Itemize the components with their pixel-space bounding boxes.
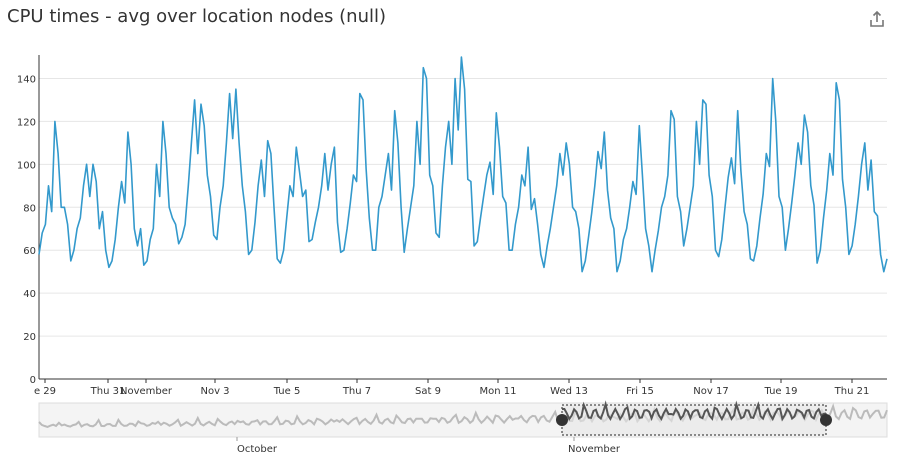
grid-lines xyxy=(39,77,887,337)
series-line xyxy=(38,56,888,273)
x-tick-label: November xyxy=(120,386,173,397)
y-tick-label: 80 xyxy=(23,203,36,214)
y-tick-label: 120 xyxy=(17,117,36,128)
x-tick-label: Fri 15 xyxy=(626,386,654,397)
share-icon[interactable] xyxy=(868,10,886,28)
x-tick-label: Wed 13 xyxy=(550,386,588,397)
x-tick-label: e 29 xyxy=(34,386,56,397)
y-tick-label: 60 xyxy=(23,246,36,257)
chart-title: CPU times - avg over location nodes (nul… xyxy=(7,6,387,27)
navigator: October November xyxy=(38,400,888,455)
y-axis: 0 20 40 60 80 100 120 140 xyxy=(17,55,40,386)
y-tick-label: 20 xyxy=(23,332,36,343)
navigator-label: November xyxy=(568,444,621,455)
y-tick-label: 0 xyxy=(30,375,36,386)
y-tick-label: 100 xyxy=(17,160,36,171)
navigator-label: October xyxy=(237,444,278,455)
x-tick-label: Mon 11 xyxy=(480,386,517,397)
x-tick-label: Nov 17 xyxy=(693,386,728,397)
navigator-handle-left[interactable] xyxy=(556,414,568,426)
x-tick-label: Tue 19 xyxy=(764,386,798,397)
x-tick-label: Thu 21 xyxy=(834,386,870,397)
navigator-selected-series xyxy=(562,400,827,422)
x-tick-label: Tue 5 xyxy=(273,386,301,397)
y-tick-label: 40 xyxy=(23,289,36,300)
x-tick-label: Nov 3 xyxy=(200,386,229,397)
x-tick-label: Thu 7 xyxy=(342,386,371,397)
x-tick-label: Sat 9 xyxy=(415,386,441,397)
series-layer xyxy=(38,56,888,273)
x-tick-label: Thu 31 xyxy=(90,386,126,397)
navigator-handle-right[interactable] xyxy=(820,414,832,426)
y-tick-label: 140 xyxy=(17,74,36,85)
